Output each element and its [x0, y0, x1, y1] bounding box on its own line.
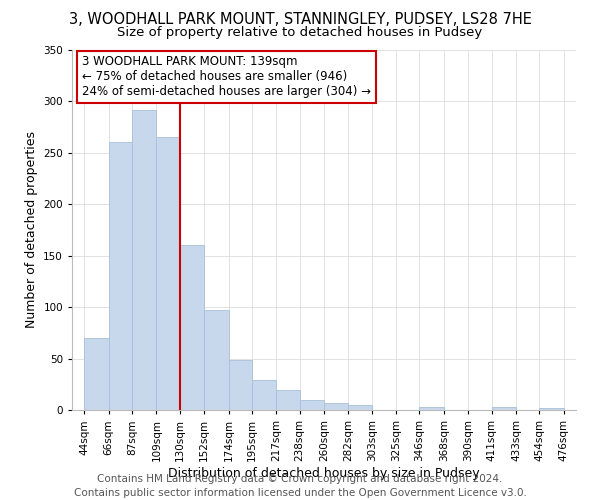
Bar: [179, 246, 204, 410]
Text: Contains HM Land Registry data © Crown copyright and database right 2024.
Contai: Contains HM Land Registry data © Crown c…: [74, 474, 526, 498]
Text: Size of property relative to detached houses in Pudsey: Size of property relative to detached ho…: [118, 26, 482, 39]
X-axis label: Distribution of detached houses by size in Pudsey: Distribution of detached houses by size …: [168, 466, 480, 479]
Bar: [539, 408, 564, 410]
Text: 3 WOODHALL PARK MOUNT: 139sqm
← 75% of detached houses are smaller (946)
24% of : 3 WOODHALL PARK MOUNT: 139sqm ← 75% of d…: [82, 56, 371, 98]
Bar: [157, 138, 179, 410]
Bar: [204, 310, 229, 410]
Bar: [84, 338, 109, 410]
Bar: [229, 360, 252, 410]
Bar: [299, 400, 324, 410]
Y-axis label: Number of detached properties: Number of detached properties: [25, 132, 38, 328]
Bar: [491, 407, 516, 410]
Bar: [419, 407, 444, 410]
Bar: [252, 380, 276, 410]
Bar: [109, 142, 132, 410]
Bar: [349, 405, 372, 410]
Bar: [276, 390, 299, 410]
Text: 3, WOODHALL PARK MOUNT, STANNINGLEY, PUDSEY, LS28 7HE: 3, WOODHALL PARK MOUNT, STANNINGLEY, PUD…: [68, 12, 532, 28]
Bar: [132, 110, 157, 410]
Bar: [324, 403, 349, 410]
